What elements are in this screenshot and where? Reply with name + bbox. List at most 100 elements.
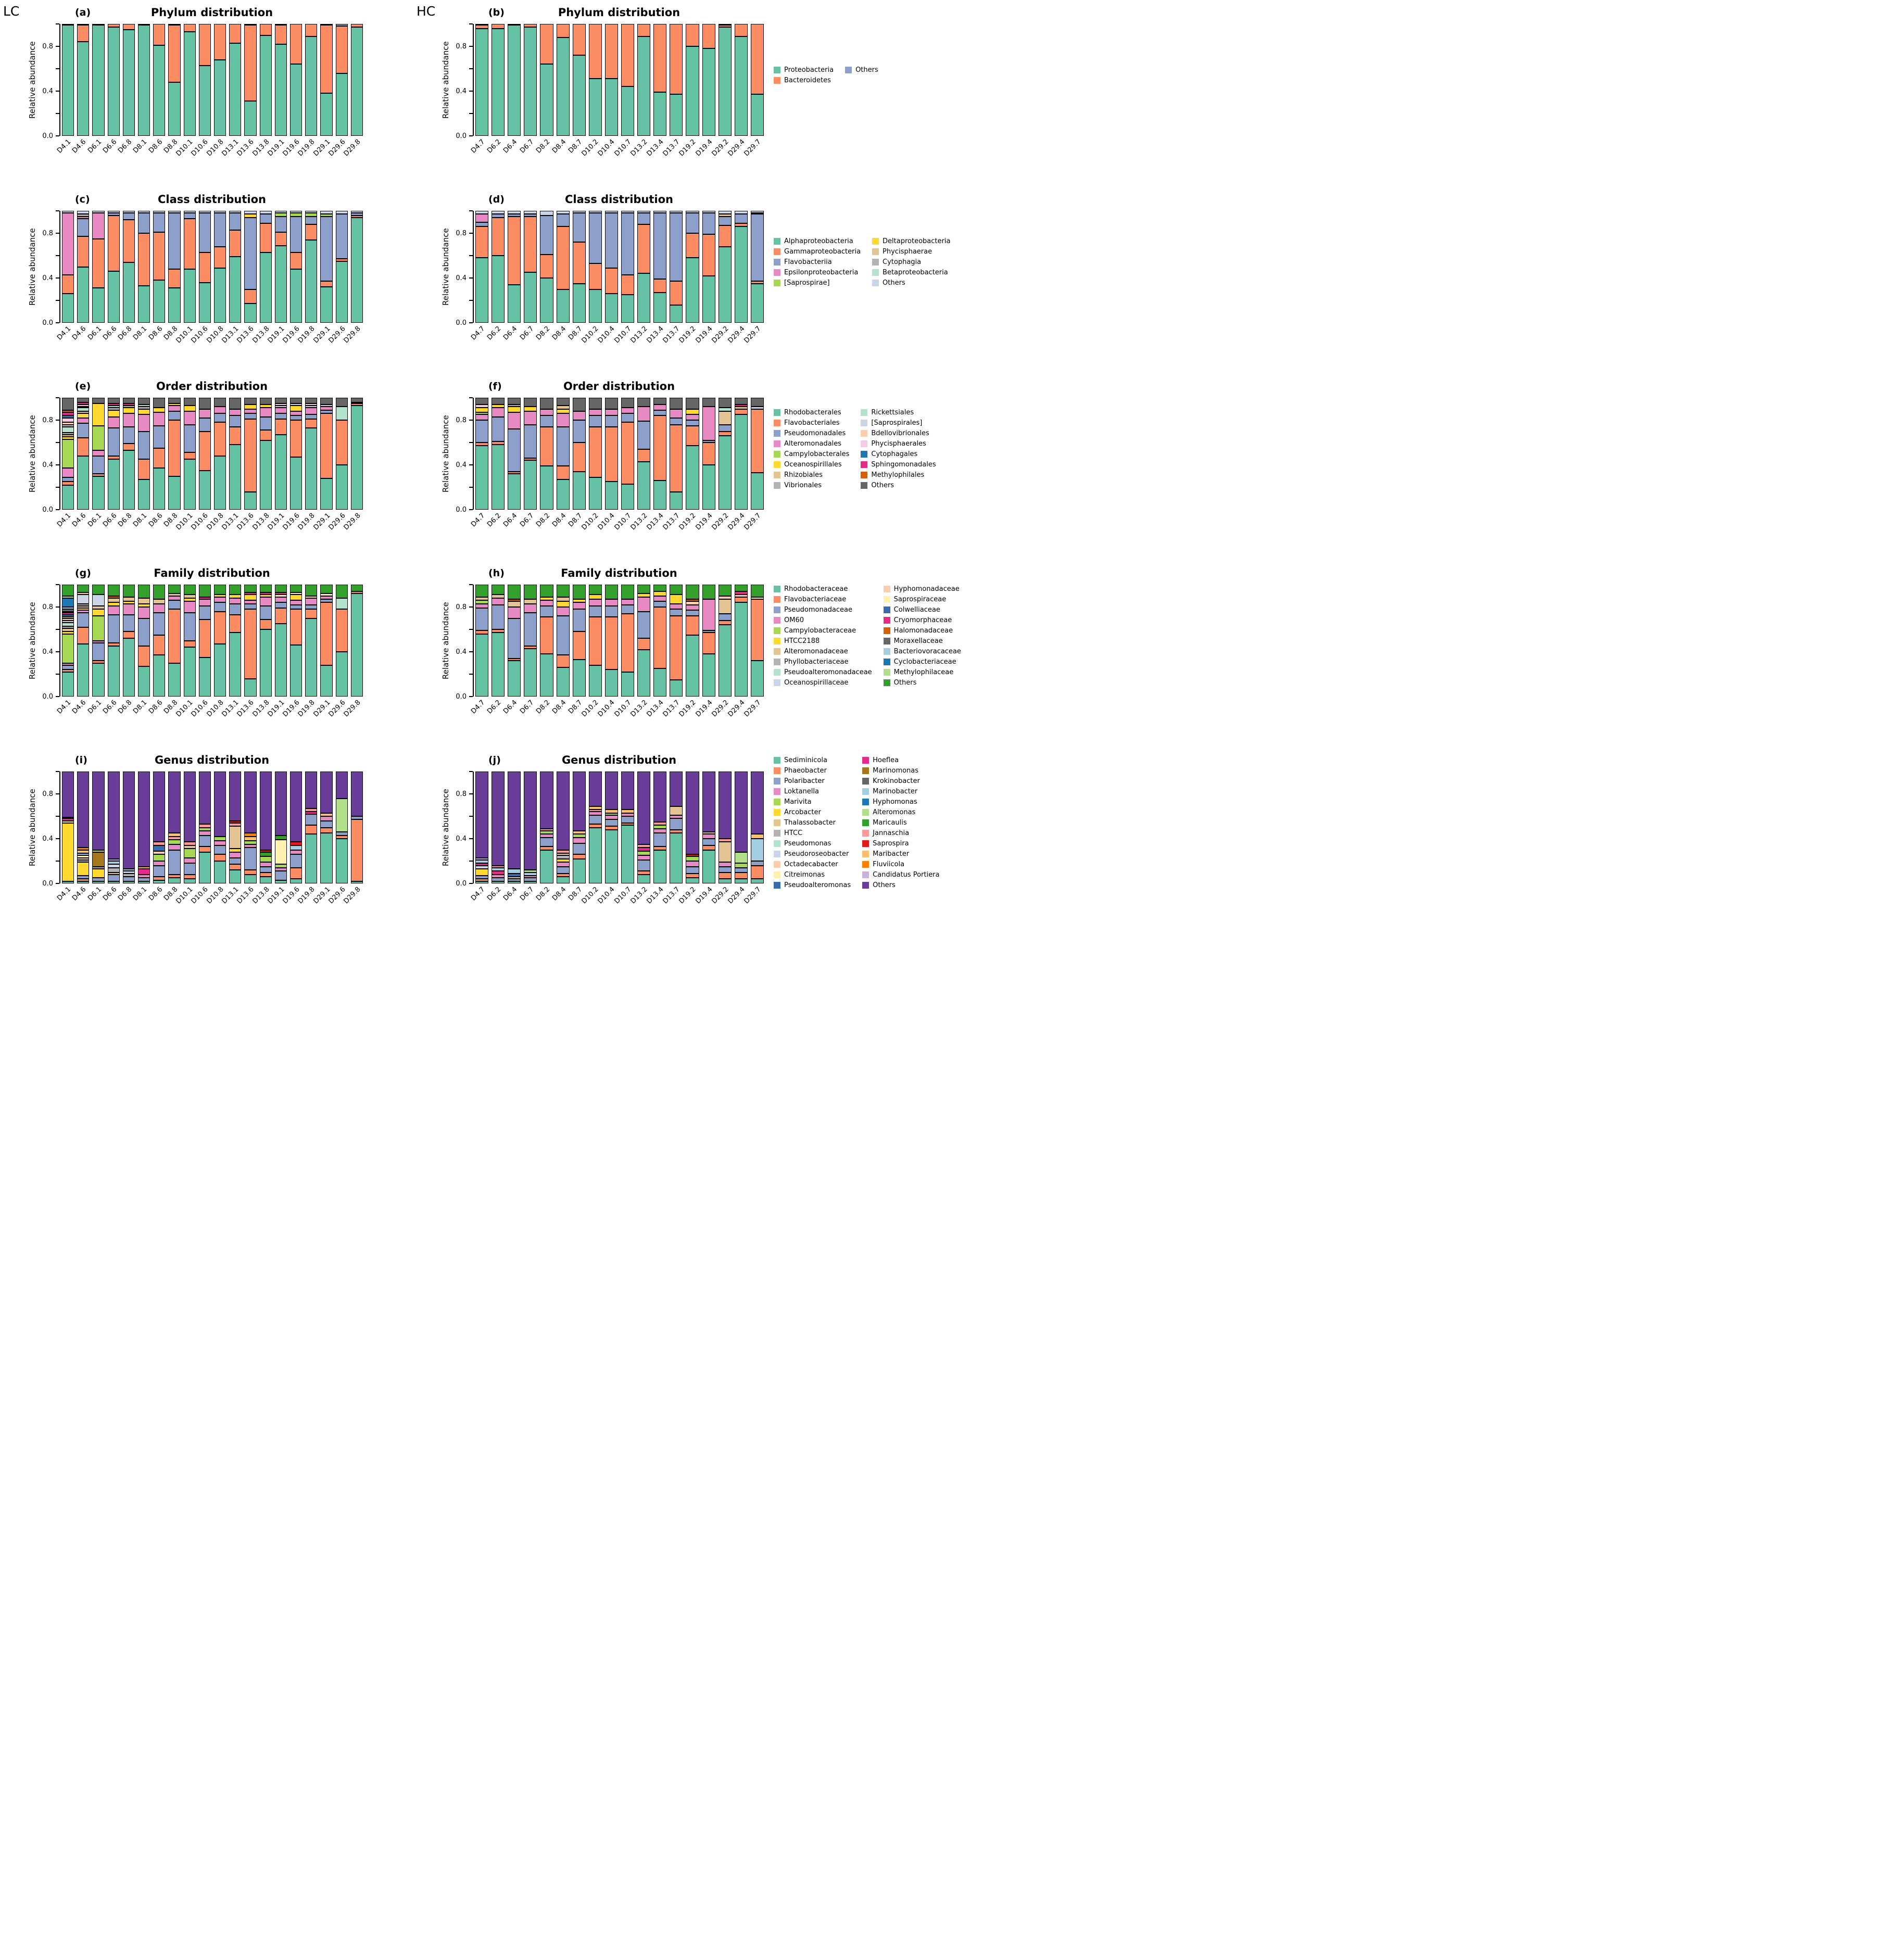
bar-segment-marivita	[572, 834, 586, 838]
bar-segment-alphaproteobacteria	[259, 252, 272, 323]
legend-label: Alteromonadaceae	[784, 648, 848, 655]
bar-segment-flavobacteriales	[670, 424, 683, 492]
bar-segment-others	[138, 772, 150, 867]
y-axis-tick	[56, 135, 59, 136]
bar-segment-flavobacteriia	[718, 216, 732, 225]
legend-label: Sediminicola	[784, 756, 827, 764]
legend-item: Phycisphaerae	[872, 248, 950, 256]
bar-segment-flavobacteriia	[492, 214, 505, 218]
stacked-bar-D6.2	[492, 211, 505, 323]
bar-segment-marivita	[637, 851, 651, 856]
bar-segment-oceanospirillales	[138, 409, 150, 415]
bar-segment-flavobacteriia	[734, 214, 748, 223]
bar-segment-sphingomonadales	[734, 404, 748, 407]
y-tick-label: 0.4	[42, 461, 53, 469]
x-tick-label: D4.1	[55, 699, 73, 716]
y-axis-tick	[469, 816, 473, 817]
bar-segment-pseudomonadales	[702, 440, 715, 442]
bar-segment-gammaproteobacteria	[621, 274, 635, 295]
bar-segment-pseudomonadales	[540, 415, 553, 427]
stacked-bar-D19.6	[290, 211, 303, 323]
legend-swatch-pseudomonadales	[774, 430, 780, 437]
legend-label: Jannaschia	[873, 829, 910, 837]
bar-segment--saprospirae-	[274, 213, 287, 217]
legend-column-1: Rhodobacterales Flavobacteriales Pseudomon…	[774, 409, 849, 489]
stacked-bar-D6.6	[107, 398, 120, 510]
bar-segment-rhizobiales	[77, 411, 90, 414]
bar-segment-pseudomonadales	[621, 413, 635, 423]
legend-item: Arcobacter	[774, 808, 851, 816]
legend-item: Krokinobacter	[862, 777, 939, 785]
stacked-bar-D8.4	[556, 211, 570, 323]
bar-segment-maribacter	[77, 850, 90, 853]
bar-segment-flavobacteriia	[77, 219, 90, 237]
bar-segment-phaeobacter	[290, 867, 303, 879]
x-tick-label: D4.6	[71, 138, 88, 155]
bar-segment-loktanella	[540, 834, 553, 838]
bar-segment-om60	[274, 597, 287, 603]
y-tick-label: 0.0	[42, 132, 53, 140]
stacked-bar-D10.2	[588, 772, 602, 883]
bar-segment-flavobacteriia	[274, 216, 287, 232]
bar-segment-bacteroidetes	[686, 24, 699, 46]
bar-segment-om60	[604, 599, 618, 606]
legend-item: Rickettsiales	[861, 409, 936, 416]
y-axis: 0.0 0.4 0.8	[450, 397, 474, 514]
bar-segment-alteromonadales	[492, 408, 505, 417]
bar-segment-others	[604, 211, 618, 213]
bars-j	[474, 772, 765, 883]
bar-segment-pseudomonadales	[350, 402, 363, 403]
legend-item: Gammaproteobacteria	[774, 248, 861, 256]
panel-title-i: Genus distribution	[154, 754, 270, 766]
bar-segment-om60	[492, 598, 505, 605]
bar-segment-rhodobacterales	[153, 468, 166, 510]
stacked-bar-D8.7	[572, 211, 586, 323]
bar-segment-flavobacteriaceae	[290, 609, 303, 646]
bar-segment-others	[702, 211, 715, 213]
bar-segment-saprospira	[290, 842, 303, 845]
panel-d: (d) Class distribution Relative abundance 0…	[441, 193, 765, 350]
bar-segment-phycisphaerales	[475, 404, 489, 408]
bar-segment-others	[734, 772, 748, 852]
y-axis-tick	[469, 233, 473, 234]
legend-item: Oceanospirillales	[774, 461, 849, 469]
bar-segment-rhodobacterales	[621, 484, 635, 510]
y-tick-label: 0.4	[456, 461, 467, 469]
bar-segment-om60	[540, 600, 553, 606]
y-axis-tick	[56, 300, 59, 301]
bar-segment-loktanella	[604, 815, 618, 820]
y-axis-tick	[469, 113, 473, 114]
bar-segment-marivita	[274, 864, 287, 868]
bar-segment-rhodobacterales	[244, 491, 257, 510]
stacked-bar-D13.2	[637, 398, 651, 510]
bar-segment-pseudoalteromonadaceae	[335, 598, 348, 610]
legend-label: Hoeflea	[873, 756, 899, 764]
panel-tag-i: (i)	[75, 754, 87, 766]
bar-segment-others	[718, 24, 732, 26]
bar-segment-fluviicola	[77, 848, 90, 850]
bar-segment-rhodobacterales	[305, 428, 318, 510]
bar-segment-rhodobacterales	[290, 457, 303, 510]
bar-segment-rhodobacterales	[556, 479, 570, 510]
bar-segment--saprospirales-	[320, 404, 333, 407]
bar-segment-others	[572, 398, 586, 411]
bar-segment-others	[320, 24, 333, 26]
bar-segment-thalassobacter	[718, 842, 732, 863]
bar-segment-others	[335, 772, 348, 799]
bar-segment-others	[107, 772, 120, 859]
bar-segment-polaribacter	[653, 833, 667, 847]
bar-segment-marinobacter	[122, 869, 135, 871]
x-label-slot: D6.7	[519, 883, 536, 911]
bar-segment-flavobacteriaceae	[214, 611, 226, 644]
bar-segment-alphaproteobacteria	[77, 267, 90, 323]
bar-segment-gammaproteobacteria	[77, 236, 90, 267]
stacked-bar-D4.7	[475, 585, 489, 697]
legend-swatch-moraxellaceae	[883, 638, 890, 644]
bar-segment-rhodobacteraceae	[62, 672, 74, 697]
stacked-bar-D19.1	[274, 398, 287, 510]
bar-segment-pseudomonadaceae	[274, 602, 287, 609]
panel-a: (a) Phylum distribution Relative abundance…	[28, 6, 364, 163]
legend-label: Others	[873, 881, 896, 889]
bar-segment-oceanospirillales	[508, 407, 521, 412]
bar-segment-om60	[653, 596, 667, 602]
